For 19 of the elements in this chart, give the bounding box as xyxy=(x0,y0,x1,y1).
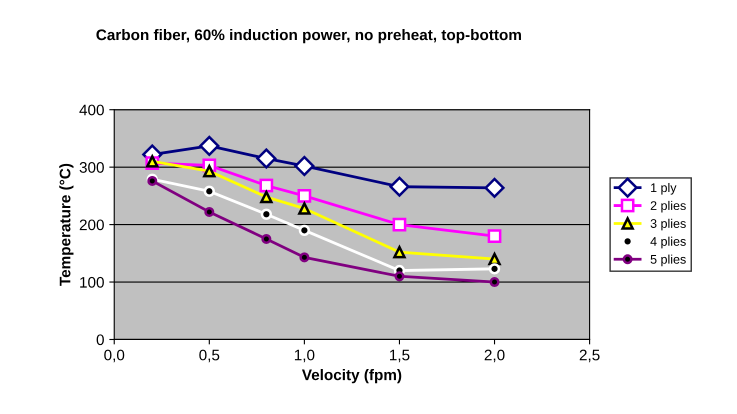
x-tick-label: 1,5 xyxy=(390,350,410,362)
y-axis-title: Temperature (°C) xyxy=(59,164,74,286)
legend-label: 5 plies xyxy=(650,254,686,266)
legend-label: 1 ply xyxy=(651,182,676,195)
legend-label: 2 plies xyxy=(650,200,686,213)
legend-label: 3 plies xyxy=(650,218,686,230)
y-tick-label: 100 xyxy=(80,276,104,288)
legend-label: 4 plies xyxy=(650,236,686,248)
y-tick-label: 400 xyxy=(79,104,104,116)
x-tick-label: 0,5 xyxy=(199,350,220,362)
x-tick-label: 0,0 xyxy=(104,350,124,362)
x-tick-label: 2,5 xyxy=(580,350,600,362)
x-tick-label: 1,0 xyxy=(294,350,314,362)
y-tick-label: 0 xyxy=(96,334,104,346)
x-tick-label: 2,0 xyxy=(484,350,505,362)
x-axis-title: Velocity (fpm) xyxy=(302,369,402,384)
y-tick-label: 200 xyxy=(80,219,104,230)
chart-title: Carbon fiber, 60% induction power, no preheat, top-bottom xyxy=(96,28,521,44)
y-tick-label: 300 xyxy=(80,162,104,173)
